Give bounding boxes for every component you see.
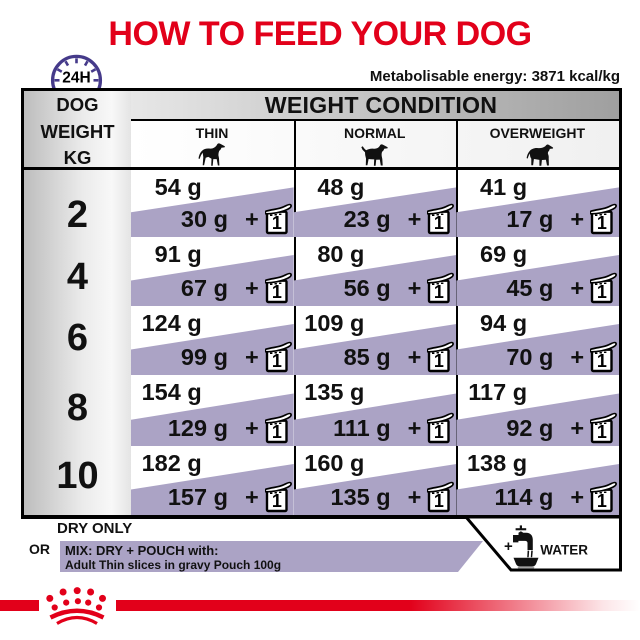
svg-text:1: 1 [434,351,444,371]
svg-text:1: 1 [434,422,444,442]
svg-text:1: 1 [272,351,282,371]
svg-text:1: 1 [272,422,282,442]
svg-text:1: 1 [597,282,607,302]
svg-text:1: 1 [272,491,282,511]
svg-text:1: 1 [597,491,607,511]
svg-text:1: 1 [272,213,282,233]
svg-text:24H: 24H [62,70,90,87]
svg-text:1: 1 [272,282,282,302]
svg-text:1: 1 [434,282,444,302]
svg-text:+: + [504,538,513,555]
svg-text:1: 1 [597,422,607,442]
svg-text:1: 1 [434,213,444,233]
svg-text:WATER: WATER [540,543,588,558]
svg-text:1: 1 [434,491,444,511]
svg-text:1: 1 [597,213,607,233]
svg-text:1: 1 [597,351,607,371]
